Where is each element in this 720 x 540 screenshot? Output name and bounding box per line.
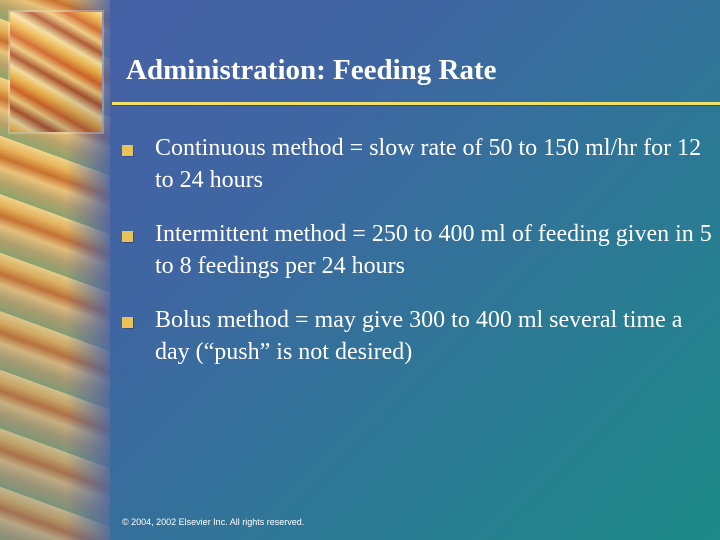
feather-image	[10, 12, 102, 132]
bullet-text: Bolus method = may give 300 to 400 ml se…	[155, 307, 683, 365]
feather-shade	[10, 12, 102, 132]
square-bullet-icon	[122, 317, 133, 328]
feather-texture	[10, 12, 102, 132]
copyright-footer: © 2004, 2002 Elsevier Inc. All rights re…	[122, 517, 305, 527]
slide-title: Administration: Feeding Rate	[126, 54, 497, 86]
bullet-item: Intermittent method = 250 to 400 ml of f…	[122, 218, 712, 282]
square-bullet-icon	[122, 145, 133, 156]
bullet-item: Continuous method = slow rate of 50 to 1…	[122, 132, 712, 196]
title-underline	[112, 102, 720, 105]
bullet-text: Continuous method = slow rate of 50 to 1…	[155, 135, 702, 193]
bullet-item: Bolus method = may give 300 to 400 ml se…	[122, 304, 712, 368]
square-bullet-icon	[122, 231, 133, 242]
title-underline-shadow	[112, 105, 720, 106]
bullet-list: Continuous method = slow rate of 50 to 1…	[122, 132, 712, 390]
bullet-text: Intermittent method = 250 to 400 ml of f…	[155, 221, 712, 279]
